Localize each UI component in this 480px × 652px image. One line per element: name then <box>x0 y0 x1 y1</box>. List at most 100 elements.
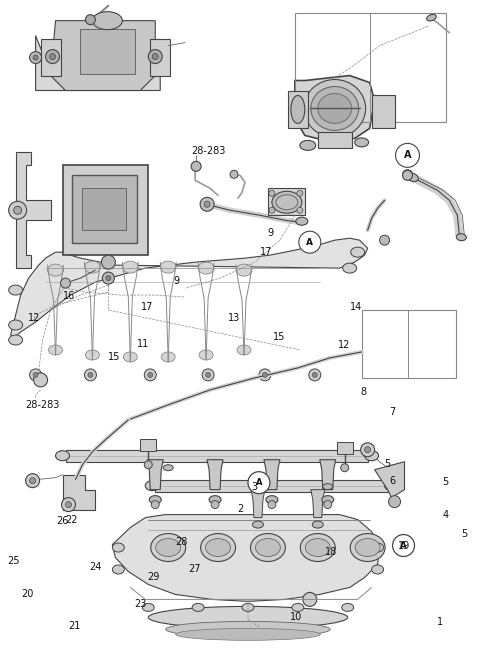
Ellipse shape <box>291 95 305 123</box>
Text: 12: 12 <box>337 340 350 350</box>
Circle shape <box>263 372 267 378</box>
Ellipse shape <box>251 533 286 561</box>
Ellipse shape <box>384 481 398 491</box>
Text: 29: 29 <box>147 572 159 582</box>
Ellipse shape <box>199 350 213 360</box>
Text: 15: 15 <box>108 352 120 362</box>
Ellipse shape <box>343 263 357 273</box>
Ellipse shape <box>355 539 380 557</box>
Text: 3: 3 <box>251 482 257 492</box>
Text: 16: 16 <box>63 291 76 301</box>
Polygon shape <box>264 460 280 490</box>
Ellipse shape <box>252 521 264 528</box>
Ellipse shape <box>166 621 330 638</box>
Polygon shape <box>16 153 50 268</box>
Polygon shape <box>36 36 160 91</box>
Text: 23: 23 <box>134 599 146 610</box>
Circle shape <box>202 369 214 381</box>
Circle shape <box>269 190 275 196</box>
Text: A: A <box>256 478 262 487</box>
Ellipse shape <box>318 93 352 123</box>
Ellipse shape <box>198 262 214 274</box>
Ellipse shape <box>93 12 122 29</box>
Ellipse shape <box>145 481 159 491</box>
Text: 25: 25 <box>7 557 20 567</box>
Ellipse shape <box>151 533 186 561</box>
Text: 9: 9 <box>173 276 179 286</box>
Circle shape <box>30 478 36 484</box>
Circle shape <box>248 471 270 494</box>
Ellipse shape <box>176 629 320 640</box>
Circle shape <box>65 501 72 508</box>
Ellipse shape <box>56 451 70 461</box>
Ellipse shape <box>312 521 323 528</box>
Ellipse shape <box>355 138 369 147</box>
Circle shape <box>49 53 56 59</box>
Circle shape <box>148 50 162 63</box>
Circle shape <box>61 497 75 512</box>
Ellipse shape <box>122 261 138 273</box>
Ellipse shape <box>305 539 330 557</box>
Polygon shape <box>251 490 265 518</box>
Polygon shape <box>320 460 336 490</box>
Circle shape <box>34 373 48 387</box>
Polygon shape <box>288 91 308 128</box>
Text: 4: 4 <box>443 510 448 520</box>
Circle shape <box>88 372 93 378</box>
Text: 27: 27 <box>188 565 200 574</box>
Circle shape <box>205 372 211 378</box>
Bar <box>83 188 126 230</box>
Text: 5: 5 <box>442 477 448 486</box>
Circle shape <box>33 55 38 60</box>
Ellipse shape <box>112 565 124 574</box>
Circle shape <box>360 443 374 456</box>
Polygon shape <box>207 460 223 490</box>
Bar <box>72 175 137 243</box>
Circle shape <box>84 369 96 381</box>
Polygon shape <box>155 480 387 492</box>
Polygon shape <box>318 132 352 149</box>
Text: 22: 22 <box>65 514 78 525</box>
Circle shape <box>230 170 238 178</box>
Polygon shape <box>62 166 148 255</box>
Ellipse shape <box>149 496 161 503</box>
Circle shape <box>101 255 115 269</box>
Circle shape <box>148 372 153 378</box>
Text: 8: 8 <box>360 387 367 397</box>
Ellipse shape <box>300 140 316 151</box>
Ellipse shape <box>323 484 333 490</box>
Text: 5: 5 <box>461 529 468 539</box>
Circle shape <box>191 161 201 171</box>
Circle shape <box>324 501 332 509</box>
Circle shape <box>396 143 420 168</box>
Circle shape <box>309 369 321 381</box>
Circle shape <box>312 372 317 378</box>
Polygon shape <box>295 76 374 140</box>
Text: 13: 13 <box>228 313 240 323</box>
Text: 5: 5 <box>384 459 391 469</box>
Polygon shape <box>374 462 405 497</box>
Ellipse shape <box>237 345 251 355</box>
Ellipse shape <box>242 603 254 612</box>
Text: 28: 28 <box>175 537 187 546</box>
Ellipse shape <box>304 80 366 138</box>
Circle shape <box>403 170 412 181</box>
Ellipse shape <box>272 191 302 213</box>
Circle shape <box>268 501 276 509</box>
Bar <box>361 310 456 378</box>
Circle shape <box>393 535 415 557</box>
Circle shape <box>297 190 303 196</box>
Ellipse shape <box>300 533 335 561</box>
Circle shape <box>151 501 159 509</box>
Circle shape <box>365 447 371 452</box>
Circle shape <box>144 369 156 381</box>
Ellipse shape <box>9 320 23 330</box>
Ellipse shape <box>148 606 348 629</box>
Polygon shape <box>268 188 305 215</box>
Ellipse shape <box>84 261 100 273</box>
Circle shape <box>380 235 390 245</box>
Ellipse shape <box>112 543 124 552</box>
Polygon shape <box>336 442 353 454</box>
Ellipse shape <box>311 87 359 130</box>
Polygon shape <box>150 38 170 76</box>
